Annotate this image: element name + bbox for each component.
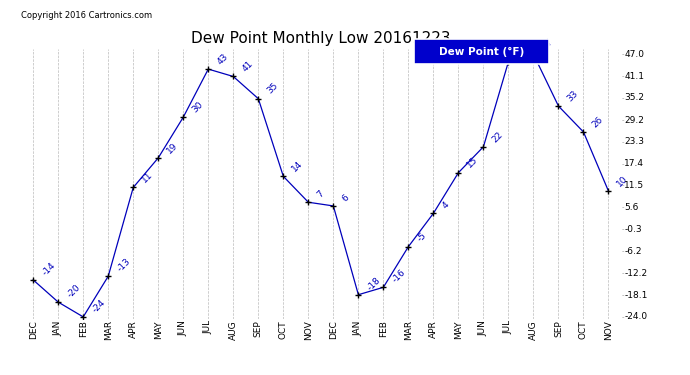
Text: 19: 19 xyxy=(165,141,179,155)
Text: -20: -20 xyxy=(65,283,82,299)
Text: 14: 14 xyxy=(290,159,305,174)
Text: 4: 4 xyxy=(440,200,451,210)
Text: -: - xyxy=(622,95,624,101)
Text: 23.3: 23.3 xyxy=(624,138,644,147)
Title: Dew Point Monthly Low 20161223: Dew Point Monthly Low 20161223 xyxy=(191,31,451,46)
Text: 26: 26 xyxy=(591,115,605,129)
Text: -: - xyxy=(622,248,624,254)
Text: -: - xyxy=(622,161,624,167)
Text: -: - xyxy=(622,183,624,189)
Text: -: - xyxy=(622,204,624,210)
Text: -: - xyxy=(622,51,624,57)
Text: 10: 10 xyxy=(615,174,630,188)
Text: -5: -5 xyxy=(415,231,428,244)
Text: -: - xyxy=(622,292,624,298)
Text: -14: -14 xyxy=(40,260,57,277)
Text: -24: -24 xyxy=(90,297,107,314)
Text: 35.2: 35.2 xyxy=(624,93,644,102)
Text: -: - xyxy=(622,226,624,232)
Text: -: - xyxy=(622,117,624,123)
Text: -24.0: -24.0 xyxy=(624,312,648,321)
Text: 45: 45 xyxy=(515,45,530,59)
Text: -13: -13 xyxy=(115,256,132,273)
Text: Copyright 2016 Cartronics.com: Copyright 2016 Cartronics.com xyxy=(21,11,152,20)
Text: -16: -16 xyxy=(391,268,407,285)
Text: 11: 11 xyxy=(140,170,155,184)
Text: -12.2: -12.2 xyxy=(624,269,648,278)
Text: -0.3: -0.3 xyxy=(624,225,642,234)
Text: 41.1: 41.1 xyxy=(624,72,644,81)
Text: 47.0: 47.0 xyxy=(624,50,644,59)
Text: 47: 47 xyxy=(540,37,555,51)
Text: 22: 22 xyxy=(491,130,504,144)
Text: 17.4: 17.4 xyxy=(624,159,644,168)
Text: 33: 33 xyxy=(565,89,580,103)
Text: 11.5: 11.5 xyxy=(624,181,644,190)
Text: -: - xyxy=(622,314,624,320)
Text: -6.2: -6.2 xyxy=(624,247,642,256)
Text: Dew Point (°F): Dew Point (°F) xyxy=(439,46,524,57)
Text: 30: 30 xyxy=(190,100,205,114)
Text: 6: 6 xyxy=(340,193,351,203)
Text: 41: 41 xyxy=(240,59,255,74)
Text: -18: -18 xyxy=(365,275,382,292)
Text: 5.6: 5.6 xyxy=(624,203,639,212)
Text: 43: 43 xyxy=(215,52,230,66)
Text: 35: 35 xyxy=(265,81,279,96)
Text: -18.1: -18.1 xyxy=(624,291,648,300)
Text: -: - xyxy=(622,270,624,276)
Text: 15: 15 xyxy=(465,155,480,170)
Text: -: - xyxy=(622,73,624,79)
Text: 29.2: 29.2 xyxy=(624,116,644,124)
Text: 7: 7 xyxy=(315,189,326,200)
Text: -: - xyxy=(622,139,624,145)
